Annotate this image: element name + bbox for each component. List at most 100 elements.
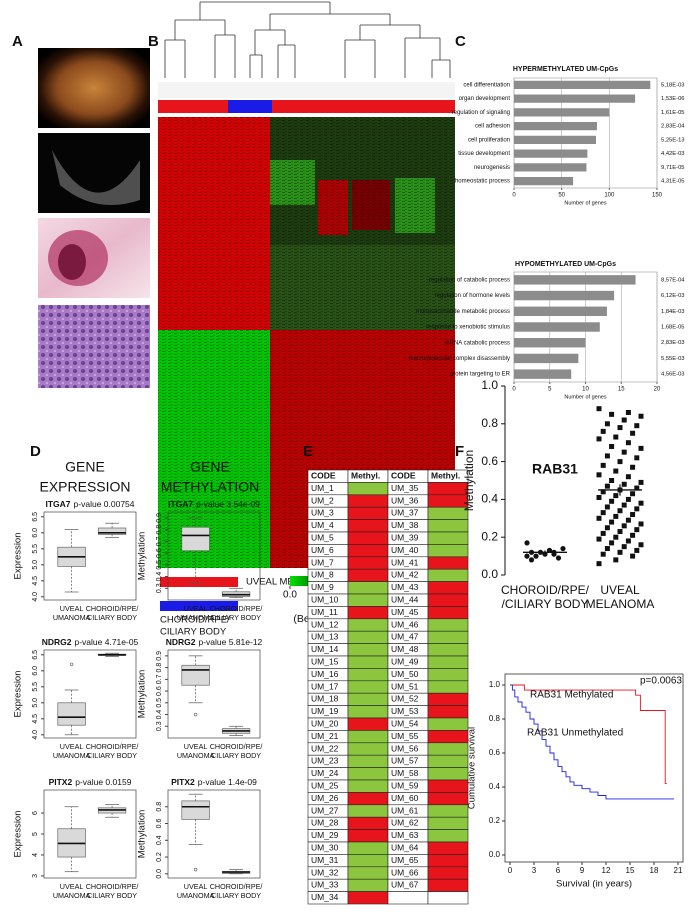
- methylation-cell: [427, 816, 469, 830]
- x-tick-label: 18: [650, 866, 659, 875]
- y-tick-label: 0.2: [489, 816, 501, 825]
- sample-code: UM_12: [311, 619, 339, 629]
- bar: [514, 80, 651, 89]
- sample-code: UM_59: [391, 780, 419, 790]
- data-point: [630, 491, 636, 497]
- sample-code: UM_62: [391, 818, 419, 828]
- methylation-cell: [347, 606, 389, 620]
- methylation-cell: [347, 829, 389, 843]
- sample-code: UM_43: [391, 582, 419, 592]
- methylation-cell: [427, 531, 469, 545]
- sample-code: UM_20: [311, 718, 339, 728]
- category-label: cell proliferation: [468, 137, 510, 143]
- category-label: regulation of hormone levels: [435, 293, 510, 299]
- x-tick-label: 150: [652, 193, 663, 199]
- data-point: [630, 430, 636, 436]
- y-tick-label: 0.9: [156, 651, 163, 661]
- sample-code: UM_56: [391, 743, 419, 753]
- data-point: [638, 542, 644, 548]
- sample-code: UM_63: [391, 830, 419, 840]
- data-point: [609, 498, 615, 504]
- sample-code: UM_11: [311, 607, 338, 617]
- p-value-label: 5,25E-13: [661, 137, 685, 143]
- sample-code: UM_54: [391, 718, 419, 728]
- sample-code: UM_47: [391, 632, 419, 642]
- data-point: [625, 538, 631, 544]
- y-tick-label: 1.0: [489, 680, 501, 689]
- methylation-cell: [427, 878, 469, 892]
- data-point: [634, 506, 640, 512]
- methylation-cell: [347, 717, 389, 731]
- methylation-cell: [347, 767, 389, 781]
- category-label: cell adhesion: [475, 124, 510, 130]
- sample-code: UM_13: [311, 632, 339, 642]
- plot-frame: [167, 511, 261, 601]
- gene-name: ITGA7: [46, 499, 71, 509]
- y-tick-label: 0.5: [156, 560, 163, 570]
- x-tick-label: 0: [512, 193, 516, 199]
- p-value-label: 4,42E-03: [661, 151, 685, 157]
- p-value: p-value 1.4e-09: [198, 777, 257, 787]
- y-tick-label: 0.9: [156, 513, 163, 523]
- p-value: p-value 0.0159: [75, 777, 132, 787]
- data-point: [524, 540, 530, 546]
- data-point: [625, 409, 631, 415]
- sample-code: UM_48: [391, 644, 419, 654]
- y-tick-label: 0.0: [156, 869, 163, 879]
- category-label: UMANOMA: [177, 751, 215, 760]
- x-tick-label: 21: [674, 866, 683, 875]
- data-point: [634, 527, 640, 533]
- axis-label: Methylation: [137, 532, 148, 581]
- chart-title: RAB31: [532, 461, 578, 477]
- y-tick-label: 0.6: [156, 548, 163, 558]
- category-label: UMANOMA: [53, 751, 91, 760]
- sample-code: UM_51: [391, 681, 419, 691]
- y-tick-label: 5.0: [32, 698, 39, 708]
- data-point: [617, 529, 623, 535]
- methylation-cell: [427, 668, 469, 682]
- outlier: [69, 662, 74, 667]
- methylation-cell: [427, 866, 469, 880]
- sample-code: UM_9: [311, 582, 334, 592]
- data-point: [604, 453, 610, 459]
- y-tick-label: 0.8: [156, 802, 163, 812]
- sample-code: UM_28: [311, 818, 339, 828]
- histology-core: [58, 244, 86, 280]
- category-label: CHOROID/RPE/: [210, 882, 263, 891]
- y-tick-label: 4.0: [32, 592, 39, 602]
- data-point: [596, 515, 602, 521]
- y-tick-label: 4.0: [32, 730, 39, 740]
- sample-code: UM_10: [311, 594, 339, 604]
- p-value: p-value 4.71e-05: [74, 637, 138, 647]
- category-label: protein targeting to ER: [450, 372, 511, 378]
- table-header: CODE: [311, 470, 336, 480]
- methylation-cell: [427, 767, 469, 781]
- panel-letter: E: [303, 443, 313, 460]
- box: [181, 526, 210, 552]
- y-tick-label: 6.0: [32, 528, 39, 538]
- chart-title: ITGA7 p-value 3.54e-09: [168, 499, 260, 509]
- methylation-cell: [427, 606, 469, 620]
- sample-code: UM_66: [391, 867, 419, 877]
- group-label: /CILIARY BODY: [502, 597, 589, 611]
- survival-curve: [510, 684, 667, 785]
- data-point: [613, 493, 619, 499]
- p-value-label: 6,12E-03: [661, 293, 685, 299]
- chart-title: HYPOMETHYLATED UM-CpGs: [515, 261, 616, 268]
- category-label: mRNA catabolic process: [445, 340, 510, 346]
- x-tick-label: 12: [602, 866, 611, 875]
- chart-title: NDRG2 p-value 5.81e-12: [166, 637, 263, 647]
- data-point: [609, 478, 615, 483]
- bar: [514, 135, 596, 144]
- methylation-cell: [427, 544, 469, 558]
- methylation-cell: [427, 680, 469, 694]
- data-point: [609, 443, 615, 449]
- category-label: CHOROID/RPE/: [210, 604, 263, 613]
- table-cell: [387, 891, 429, 905]
- axis-label: Expression: [13, 811, 24, 858]
- bar: [514, 163, 587, 172]
- sample-code: UM_14: [311, 644, 339, 654]
- y-tick-label: 0.0: [489, 850, 501, 859]
- table-header: Methyl.: [351, 470, 380, 480]
- data-point: [528, 557, 535, 563]
